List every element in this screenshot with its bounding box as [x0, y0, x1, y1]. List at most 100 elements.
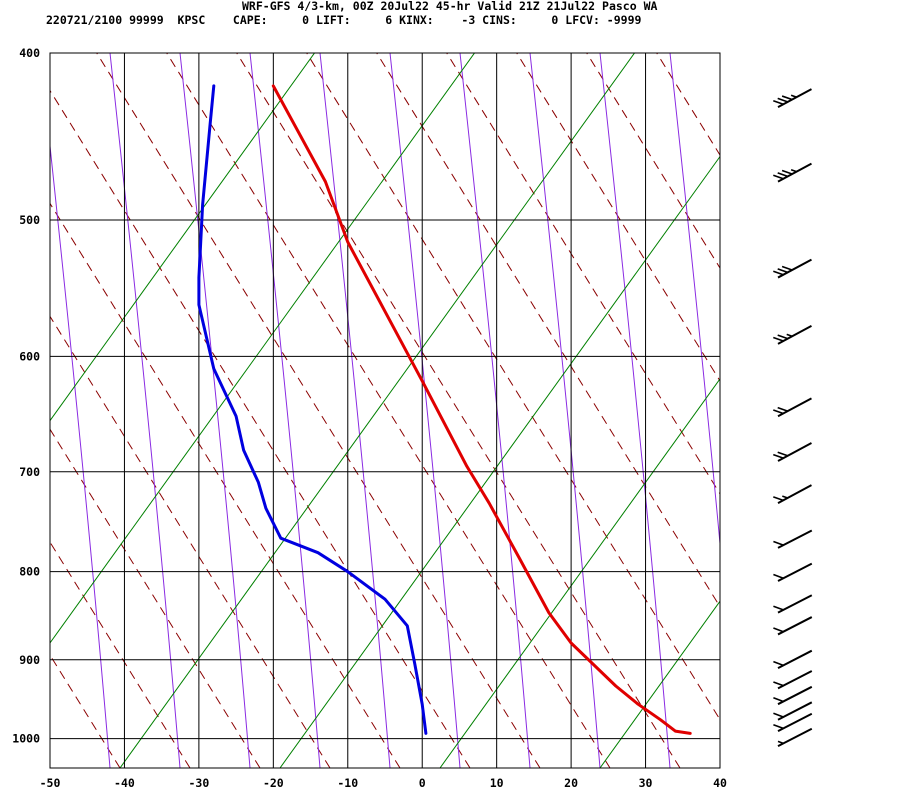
barb-flag: [773, 681, 784, 687]
moist-adiabat-line: [389, 53, 461, 768]
barb-shaft: [777, 727, 813, 747]
barb-shaft: [777, 88, 812, 108]
moist-adiabat-line: [529, 53, 601, 768]
wind-barb: [773, 670, 813, 690]
sounding-traces: [197, 84, 692, 735]
x-tick-label: 0: [419, 776, 426, 790]
mixing-ratio-line: [50, 53, 316, 422]
barb-flag: [773, 453, 784, 459]
mixing-ratio-line: [599, 600, 720, 768]
barb-half-flag: [777, 740, 784, 745]
moist-adiabat-line: [669, 53, 720, 549]
dry-adiabat-line: [166, 53, 611, 768]
barb-shaft: [777, 685, 813, 706]
barb-flag: [773, 660, 784, 667]
wind-barb: [773, 397, 812, 418]
mixing-ratio-line: [50, 53, 476, 644]
mixing-ratio-line: [760, 0, 900, 768]
barb-shaft: [777, 397, 812, 418]
y-tick-label: 900: [19, 653, 40, 667]
barb-flag: [773, 723, 784, 730]
y-tick-label: 400: [19, 46, 40, 60]
barb-flag: [773, 174, 784, 180]
barb-shaft: [777, 162, 812, 183]
wind-barb: [773, 701, 813, 721]
barb-flag: [777, 268, 788, 274]
dry-adiabat-line: [50, 541, 191, 768]
barb-half-flag: [786, 333, 793, 338]
y-tick-label: 500: [19, 213, 40, 227]
temperature-trace: [271, 84, 692, 735]
wind-barb: [777, 727, 813, 747]
mixing-ratio-line: [439, 378, 720, 768]
y-tick-label: 1000: [12, 732, 40, 746]
moist-adiabat-line: [109, 53, 181, 768]
dry-adiabat-line: [236, 53, 681, 768]
wind-barb: [773, 712, 813, 733]
moist-adiabat-line: [249, 53, 321, 768]
wind-barb: [773, 649, 813, 669]
barb-flag: [773, 627, 784, 633]
barb-flag: [773, 697, 784, 703]
barb-shaft: [777, 712, 813, 733]
x-tick-label: -20: [263, 776, 284, 790]
barb-flag: [773, 712, 784, 718]
y-tick-label: 800: [19, 565, 40, 579]
barb-flag: [777, 451, 788, 457]
grid-lines: [49, 52, 721, 769]
dry-adiabat-line: [306, 53, 720, 721]
wind-barb: [773, 594, 813, 614]
barb-flag: [773, 573, 784, 579]
barb-flag: [777, 172, 788, 178]
dry-adiabat-line: [50, 428, 261, 768]
wind-barb: [773, 616, 813, 636]
x-tick-label: -50: [40, 776, 61, 790]
barb-flag: [773, 540, 784, 546]
moist-adiabat-line: [319, 53, 391, 768]
barb-flag: [781, 169, 793, 175]
wind-barb: [773, 162, 812, 183]
wind-barb: [773, 685, 813, 706]
y-axis-ticks: 400 500 600 700 800 900 1000: [12, 46, 40, 746]
wind-barb: [773, 484, 812, 505]
barb-flag: [773, 100, 784, 106]
dry-adiabat-line: [446, 53, 720, 495]
dry-adiabat-line: [376, 53, 720, 608]
dry-adiabat-line: [50, 654, 121, 768]
barb-flag: [781, 95, 793, 101]
x-axis-ticks: -50 -40 -30 -20 -10 0 10 20 30 40: [40, 776, 727, 790]
x-tick-label: 40: [713, 776, 727, 790]
dry-adiabat-line: [656, 53, 720, 157]
barb-flag: [777, 97, 788, 103]
wind-barb: [773, 88, 812, 108]
dry-adiabat-line: [516, 53, 720, 382]
wind-barb: [773, 324, 812, 345]
wind-barb: [773, 562, 813, 582]
x-tick-label: -10: [337, 776, 358, 790]
barb-half-flag: [790, 169, 797, 173]
barb-shaft: [777, 484, 812, 505]
barb-flag: [773, 270, 784, 276]
barb-shaft: [777, 616, 813, 636]
dry-adiabat-line: [50, 315, 331, 768]
barb-shaft: [777, 324, 812, 345]
dry-adiabat-line: [96, 53, 541, 768]
moist-adiabat-line: [810, 53, 880, 768]
dry-adiabat-line: [50, 202, 401, 768]
barb-flag: [781, 265, 793, 271]
barb-shaft: [777, 529, 813, 549]
barb-flag: [777, 406, 788, 412]
reference-lines: [50, 0, 900, 768]
dry-adiabat-line: [50, 89, 471, 768]
barb-shaft: [777, 562, 813, 582]
moist-adiabat-line: [459, 53, 531, 768]
y-tick-label: 700: [19, 465, 40, 479]
x-tick-label: 10: [490, 776, 504, 790]
barb-shaft: [777, 670, 813, 690]
barb-flag: [773, 496, 784, 502]
barb-half-flag: [782, 495, 788, 499]
mixing-ratio-line: [119, 53, 636, 768]
barb-flag: [777, 334, 788, 340]
x-tick-label: -40: [114, 776, 135, 790]
